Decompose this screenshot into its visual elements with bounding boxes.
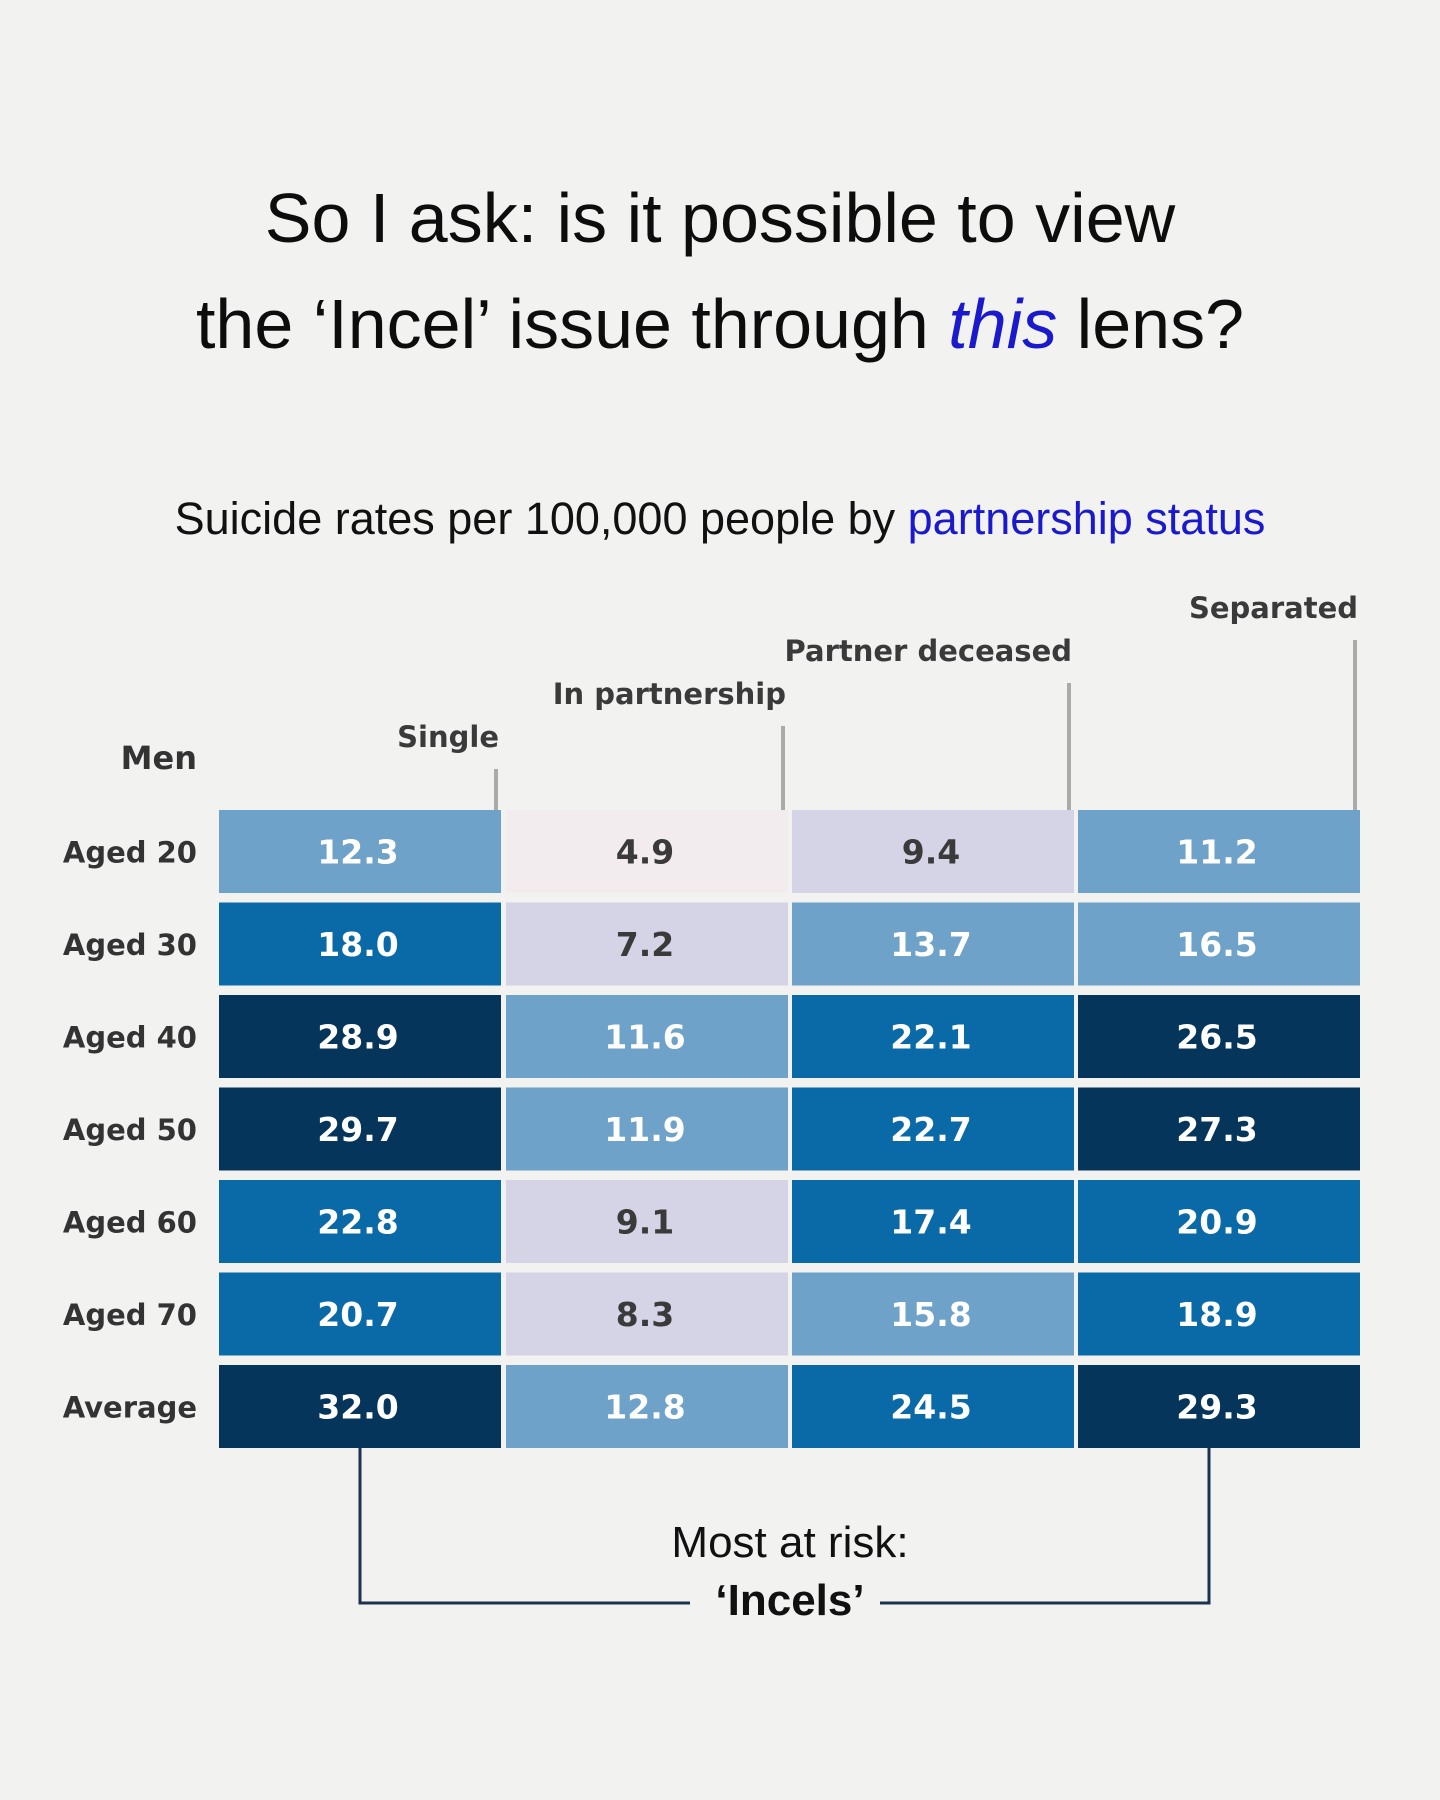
cell-value-label: 20.9 [1176,1203,1257,1242]
heatmap-cell [1078,1272,1360,1356]
column-label: Single [397,720,499,754]
cell-value-label: 29.7 [317,1110,398,1149]
cell-value-label: 28.9 [317,1018,398,1057]
cell-value-label: 8.3 [616,1295,674,1334]
chart-subtitle: Suicide rates per 100,000 people by part… [0,493,1440,545]
cell-value-label: 16.5 [1176,925,1257,964]
bracket-left [358,1448,690,1605]
row-label: Aged 50 [63,1113,197,1147]
cell-value-label: 26.5 [1176,1018,1257,1057]
row-label: Average [63,1391,197,1425]
bracket-right [880,1448,1211,1605]
heatmap-cell [506,1272,788,1356]
heatmap-cell [792,995,1074,1078]
cell-value-label: 9.4 [902,833,960,872]
heatmap-cell [506,902,788,986]
heatmap-cell [792,902,1074,986]
cell-value-label: 18.0 [317,925,398,964]
row-label: Aged 60 [63,1206,197,1240]
cell-value-label: 20.7 [317,1295,398,1334]
heatmap-cell [1078,995,1360,1078]
row-label: Aged 30 [63,928,197,962]
cell-value-label: 4.9 [616,833,674,872]
row-header: Men [121,739,197,777]
cell-value-label: 12.8 [604,1388,685,1427]
heatmap-cell [219,902,501,986]
cell-value-label: 11.6 [604,1018,685,1057]
title-line-2-start: the ‘Incel’ issue through [195,285,949,363]
heatmap-cell [506,1087,788,1171]
heatmap-cell [1078,902,1360,986]
column-label: Partner deceased [785,634,1072,668]
cell-value-label: 12.3 [317,833,398,872]
annotation-line-1: Most at risk: [671,1518,909,1567]
cell-value-label: 27.3 [1176,1110,1257,1149]
row-label: Aged 20 [63,836,197,870]
cell-value-label: 11.2 [1176,833,1257,872]
subtitle-highlight: partnership status [907,493,1266,544]
title-line-2-end: lens? [1057,285,1245,363]
cell-value-label: 7.2 [616,925,674,964]
heatmap-cell [1078,810,1360,893]
heatmap-cell [219,1087,501,1171]
heatmap-cell [792,1365,1074,1448]
title-emphasis: this [948,285,1058,363]
cell-value-label: 32.0 [317,1388,398,1427]
heatmap-cell [219,1365,501,1448]
cell-value-label: 22.1 [890,1018,971,1057]
row-label: Aged 70 [63,1298,197,1332]
heatmap-cell [792,810,1074,893]
annotation-line-2: ‘Incels’ [715,1576,865,1625]
heatmap-cell [792,1272,1074,1356]
heatmap-cell [792,1087,1074,1171]
heatmap-cell [1078,1087,1360,1171]
cell-value-label: 11.9 [604,1110,685,1149]
page-title: So I ask: is it possible to view the ‘In… [0,165,1440,377]
heatmap-cell [219,1272,501,1356]
heatmap-cell [219,995,501,1078]
cell-value-label: 18.9 [1176,1295,1257,1334]
heatmap-cell [219,810,501,893]
heatmap-cell [506,810,788,893]
cell-value-label: 22.7 [890,1110,971,1149]
cell-value-label: 17.4 [890,1203,971,1242]
heatmap-cell [506,995,788,1078]
column-label: Separated [1189,591,1358,625]
heatmap-cell [792,1180,1074,1263]
title-line-1: So I ask: is it possible to view [264,179,1176,257]
cell-value-label: 9.1 [616,1203,674,1242]
column-label: In partnership [553,677,786,711]
heatmap-cell [1078,1365,1360,1448]
heatmap-cell [506,1180,788,1263]
row-label: Aged 40 [63,1021,197,1055]
heatmap-cell [506,1365,788,1448]
subtitle-text: Suicide rates per 100,000 people by [174,493,908,544]
cell-value-label: 29.3 [1176,1388,1257,1427]
cell-value-label: 15.8 [890,1295,971,1334]
heatmap-cell [1078,1180,1360,1263]
cell-value-label: 13.7 [890,925,971,964]
cell-value-label: 22.8 [317,1203,398,1242]
cell-value-label: 24.5 [890,1388,971,1427]
heatmap-cell [219,1180,501,1263]
